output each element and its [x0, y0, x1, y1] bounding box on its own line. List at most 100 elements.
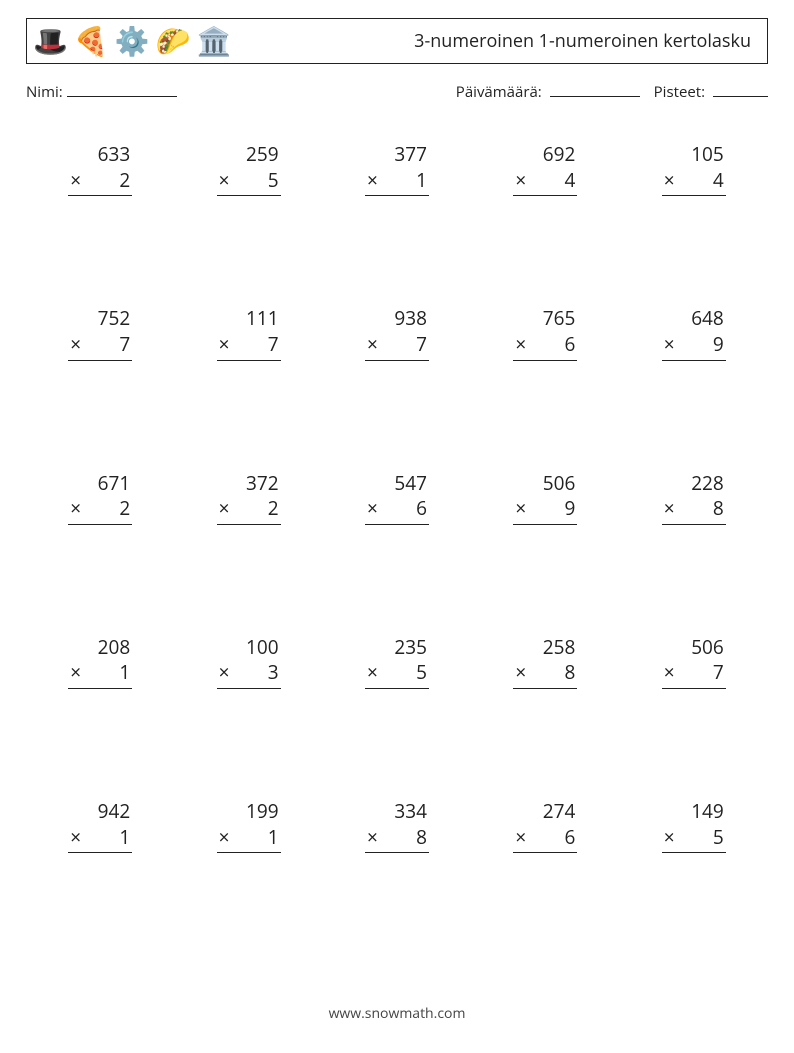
multiplicand: 274	[513, 799, 577, 825]
multiplier: 5	[249, 168, 279, 194]
multiplier: 2	[100, 496, 130, 522]
multiplication-stack: 208×1	[68, 635, 132, 689]
problem: 334×8	[323, 799, 471, 853]
multiplier-row: ×2	[68, 496, 132, 525]
problem: 765×6	[471, 306, 619, 360]
times-icon: ×	[219, 660, 230, 686]
multiplicand: 105	[662, 142, 726, 168]
problem: 938×7	[323, 306, 471, 360]
problem: 648×9	[620, 306, 768, 360]
name-blank[interactable]	[67, 83, 177, 97]
problem: 100×3	[174, 635, 322, 689]
times-icon: ×	[515, 825, 526, 851]
multiplication-stack: 199×1	[217, 799, 281, 853]
problem: 258×8	[471, 635, 619, 689]
multiplier: 1	[397, 168, 427, 194]
problem: 274×6	[471, 799, 619, 853]
multiplier: 7	[100, 332, 130, 358]
multiplier-row: ×8	[662, 496, 726, 525]
multiplication-stack: 377× 1	[365, 142, 429, 196]
wheel-icon: ⚙️	[115, 27, 150, 55]
times-icon: ×	[515, 660, 526, 686]
multiplier: 7	[249, 332, 279, 358]
multiplier-row: ×7	[365, 332, 429, 361]
multiplier-row: ×5	[217, 168, 281, 197]
problem: 547× 6	[323, 471, 471, 525]
multiplicand: 334	[365, 799, 429, 825]
multiplication-stack: 149×5	[662, 799, 726, 853]
worksheet-title: 3-numeroinen 1-numeroinen kertolasku	[414, 29, 757, 53]
times-icon: ×	[664, 496, 675, 522]
times-icon: ×	[515, 496, 526, 522]
problem: 208×1	[26, 635, 174, 689]
times-icon: ×	[219, 332, 230, 358]
multiplier: 6	[397, 496, 427, 522]
times-icon: ×	[70, 825, 81, 851]
pizza-icon: 🍕	[74, 27, 109, 55]
footer-url: www.snowmath.com	[0, 1004, 794, 1023]
problem: 752×7	[26, 306, 174, 360]
multiplication-stack: 671×2	[68, 471, 132, 525]
multiplier: 4	[545, 168, 575, 194]
multiplication-stack: 259×5	[217, 142, 281, 196]
multiplicand: 633	[68, 142, 132, 168]
multiplier: 1	[100, 660, 130, 686]
multiplier: 5	[397, 660, 427, 686]
times-icon: ×	[70, 496, 81, 522]
multiplicand: 671	[68, 471, 132, 497]
multiplicand: 199	[217, 799, 281, 825]
score-label: Pisteet:	[654, 82, 705, 102]
times-icon: ×	[367, 496, 378, 522]
multiplicand: 692	[513, 142, 577, 168]
name-label: Nimi:	[26, 82, 63, 102]
taco-icon: 🌮	[156, 27, 191, 55]
multiplicand: 547	[365, 471, 429, 497]
multiplicand: 765	[513, 306, 577, 332]
problem: 149×5	[620, 799, 768, 853]
problem: 235×5	[323, 635, 471, 689]
problem: 633×2	[26, 142, 174, 196]
times-icon: ×	[515, 168, 526, 194]
multiplier: 2	[100, 168, 130, 194]
multiplier-row: ×4	[662, 168, 726, 197]
multiplier-row: ×7	[68, 332, 132, 361]
multiplication-stack: 752×7	[68, 306, 132, 360]
times-icon: ×	[367, 168, 378, 194]
multiplier: 9	[545, 496, 575, 522]
multiplier: 2	[249, 496, 279, 522]
score-blank[interactable]	[713, 83, 768, 97]
date-blank[interactable]	[550, 83, 640, 97]
multiplier-row: ×6	[513, 332, 577, 361]
multiplier: 4	[694, 168, 724, 194]
times-icon: ×	[367, 332, 378, 358]
multiplicand: 111	[217, 306, 281, 332]
multiplication-stack: 111× 7	[217, 306, 281, 360]
multiplicand: 938	[365, 306, 429, 332]
problem: 692×4	[471, 142, 619, 196]
problem: 259×5	[174, 142, 322, 196]
problem: 506×9	[471, 471, 619, 525]
multiplier: 7	[397, 332, 427, 358]
multiplier: 9	[694, 332, 724, 358]
date-label: Päivämäärä:	[456, 82, 542, 102]
multiplicand: 506	[662, 635, 726, 661]
times-icon: ×	[219, 168, 230, 194]
multiplier-row: ×4	[513, 168, 577, 197]
multiplier-row: ×9	[662, 332, 726, 361]
multiplier: 7	[694, 660, 724, 686]
multiplier: 3	[249, 660, 279, 686]
multiplication-stack: 235×5	[365, 635, 429, 689]
times-icon: ×	[367, 660, 378, 686]
multiplication-stack: 648×9	[662, 306, 726, 360]
multiplicand: 377	[365, 142, 429, 168]
times-icon: ×	[367, 825, 378, 851]
hat-icon: 🎩	[33, 27, 68, 55]
multiplier-row: ×5	[662, 825, 726, 854]
multiplier-row: ×8	[365, 825, 429, 854]
multiplier-row: ×5	[365, 660, 429, 689]
times-icon: ×	[664, 825, 675, 851]
times-icon: ×	[219, 825, 230, 851]
problem: 228×8	[620, 471, 768, 525]
multiplier-row: ×1	[217, 825, 281, 854]
header-icons: 🎩 🍕 ⚙️ 🌮 🏛️	[33, 27, 231, 55]
